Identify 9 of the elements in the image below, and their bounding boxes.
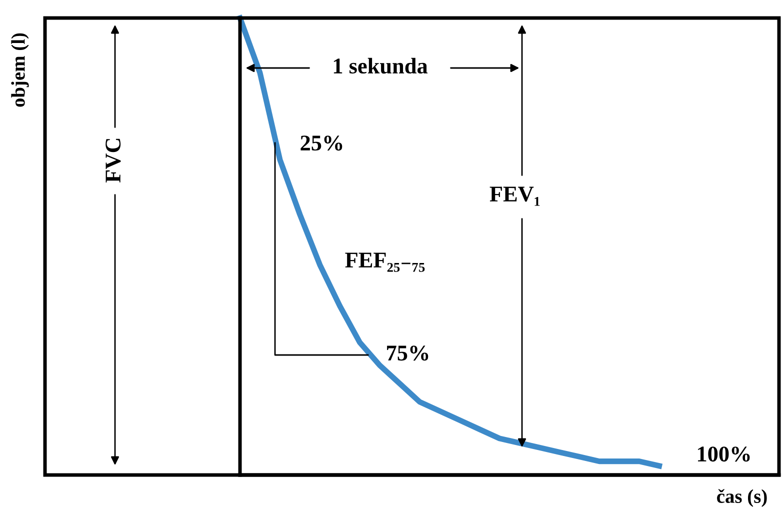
annotation: 100% <box>698 446 750 462</box>
x-axis-title: čas (s) <box>717 489 767 507</box>
annotation: 25% <box>300 136 342 151</box>
annotation: FEV₁ <box>490 186 540 206</box>
annotation: FEF₂₅₋₇₅ <box>345 252 425 272</box>
annotation: 1 sekunda <box>334 58 428 74</box>
text: objem (l) <box>11 33 29 107</box>
text: FVC <box>106 138 121 182</box>
annotation: 75% <box>387 346 428 361</box>
